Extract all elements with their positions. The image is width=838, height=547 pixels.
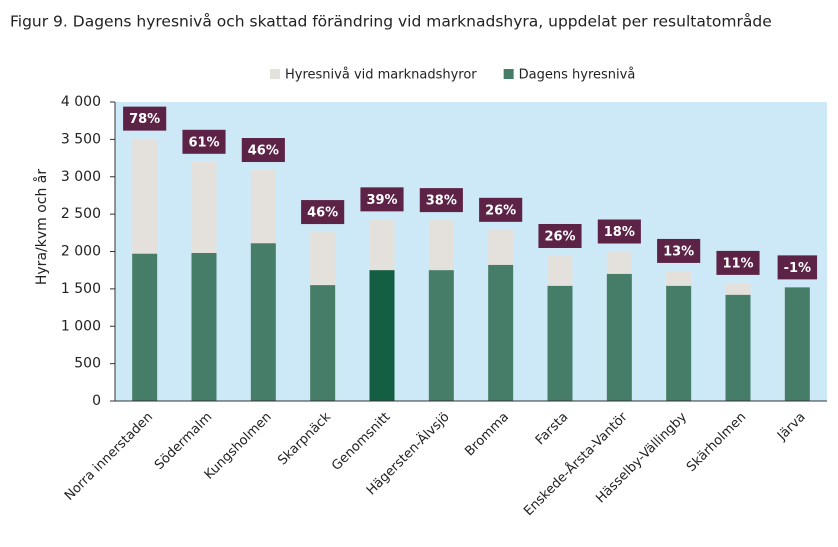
change-label: 13%: [657, 238, 701, 263]
y-tick-label: 3 000: [61, 169, 101, 185]
change-label: 11%: [716, 250, 760, 275]
change-label: 38%: [419, 188, 463, 213]
x-tick-label: Enskede-Årsta-Vantör: [521, 409, 632, 520]
change-label: 18%: [597, 219, 641, 244]
change-label-box: [360, 187, 404, 212]
bar: [132, 253, 158, 401]
change-label: -1%: [777, 255, 818, 280]
bar: [725, 294, 751, 401]
y-tick-label: 1 000: [61, 318, 101, 334]
y-tick-label: 1 500: [61, 281, 101, 297]
change-label: 26%: [479, 197, 523, 222]
bar: [606, 273, 632, 401]
x-tick-label: Bromma: [462, 410, 512, 460]
change-label-box: [538, 223, 582, 248]
change-label-text: 39%: [366, 193, 397, 208]
legend-label: Hyresnivå vid marknadshyror: [285, 68, 477, 83]
x-tick-label: Skarpnäck: [275, 409, 334, 468]
chart-title: Figur 9. Dagens hyresnivå och skattad fö…: [10, 13, 772, 31]
legend-swatch: [270, 69, 280, 79]
change-label-text: 61%: [188, 135, 219, 150]
change-label-box: [123, 106, 167, 131]
bar: [191, 252, 217, 401]
bar: [488, 264, 514, 401]
y-tick-label: 2 500: [61, 206, 101, 222]
change-label-text: 26%: [485, 203, 516, 218]
x-tick-label: Södermalm: [152, 410, 215, 473]
change-label: 39%: [360, 187, 404, 212]
change-label-text: -1%: [784, 261, 811, 276]
change-label: 46%: [241, 138, 285, 163]
change-label-box: [301, 200, 345, 225]
y-axis-label: Hyra/kvm och år: [33, 169, 50, 286]
change-label-text: 18%: [604, 225, 635, 240]
y-tick-label: 3 500: [61, 131, 101, 147]
y-tick-label: 4 000: [61, 94, 101, 110]
plot-background: [115, 102, 827, 401]
x-tick-label: Skärholmen: [684, 410, 749, 475]
y-tick-label: 2 000: [61, 244, 101, 260]
change-label-text: 78%: [129, 112, 160, 127]
change-label-text: 38%: [426, 194, 457, 209]
bar: [428, 270, 454, 401]
bar: [250, 243, 276, 401]
bar: [547, 285, 573, 401]
change-label: 46%: [301, 200, 345, 225]
bar: [310, 285, 336, 401]
change-label-box: [597, 219, 641, 244]
y-tick-label: 500: [74, 356, 101, 372]
x-tick-label: Farsta: [533, 410, 571, 448]
legend-swatch: [503, 69, 514, 79]
change-label-text: 13%: [663, 244, 694, 259]
change-label: 61%: [182, 129, 226, 154]
x-tick-label: Norra innerstaden: [62, 410, 156, 504]
change-label: 78%: [123, 106, 167, 131]
change-label-text: 11%: [722, 256, 753, 271]
bar: [784, 287, 810, 401]
change-label-text: 46%: [248, 144, 279, 159]
change-label-text: 26%: [544, 229, 575, 244]
y-tick-label: 0: [92, 393, 101, 409]
change-label-box: [241, 138, 285, 163]
change-label: 26%: [538, 223, 582, 248]
change-label-box: [479, 197, 523, 222]
legend-label: Dagens hyresnivå: [519, 68, 636, 83]
x-tick-label: Järva: [774, 410, 809, 445]
bar: [369, 270, 395, 401]
change-label-box: [716, 250, 760, 275]
bar: [666, 285, 692, 401]
change-label-text: 46%: [307, 206, 338, 221]
change-label-box: [419, 188, 463, 213]
change-label-box: [777, 255, 818, 280]
x-tick-label: Genomsnitt: [329, 410, 393, 474]
change-label-box: [182, 129, 226, 154]
change-label-box: [657, 238, 701, 263]
